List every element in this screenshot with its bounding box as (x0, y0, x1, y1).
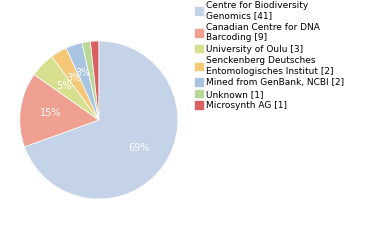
Wedge shape (82, 42, 99, 120)
Text: 3%: 3% (76, 68, 91, 78)
Wedge shape (52, 48, 99, 120)
Wedge shape (24, 41, 178, 199)
Wedge shape (20, 75, 99, 147)
Text: 69%: 69% (128, 143, 150, 153)
Legend: Centre for Biodiversity
Genomics [41], Canadian Centre for DNA
Barcoding [9], Un: Centre for Biodiversity Genomics [41], C… (194, 0, 345, 111)
Wedge shape (34, 57, 99, 120)
Wedge shape (90, 41, 99, 120)
Text: 3%: 3% (66, 73, 82, 83)
Text: 5%: 5% (56, 81, 71, 91)
Wedge shape (66, 43, 99, 120)
Text: 15%: 15% (40, 108, 61, 119)
